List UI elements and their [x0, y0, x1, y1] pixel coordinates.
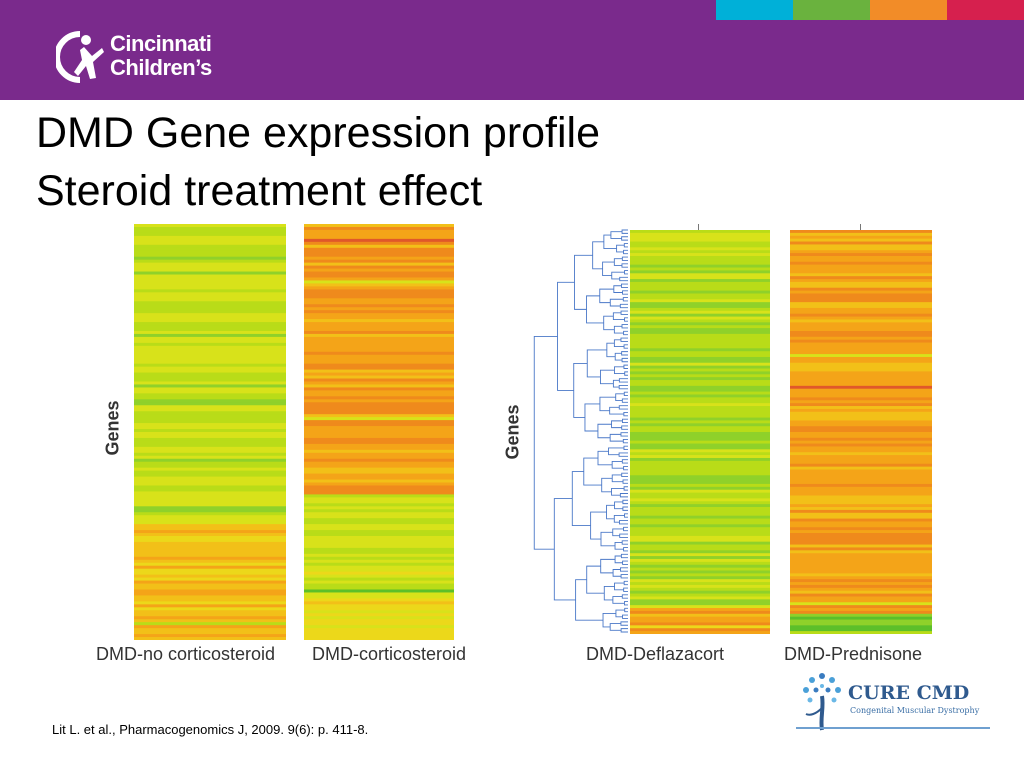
header-stripe-green: [793, 0, 870, 20]
tree-icon: [803, 673, 841, 731]
header-bar: [0, 0, 1024, 100]
cure-logo-rule: [796, 727, 990, 729]
slide-title-line2: Steroid treatment effect: [36, 167, 483, 215]
left-genes-axis-label: Genes: [102, 400, 123, 456]
heatmap-label-no-corticosteroid: DMD-no corticosteroid: [96, 644, 276, 664]
heatmap-label-corticosteroid: DMD-corticosteroid: [312, 644, 467, 664]
citation-text: Lit L. et al., Pharmacogenomics J, 2009.…: [52, 722, 369, 737]
running-child-icon: [56, 31, 104, 83]
right-genes-axis-label: Genes: [502, 404, 523, 460]
heatmap-prednisone: [790, 230, 932, 634]
cure-cmd-subtitle: Congenital Muscular Dystrophy: [850, 706, 980, 715]
heatmap-no-corticosteroid: [134, 224, 286, 640]
heatmap-label-deflazacort: DMD-Deflazacort: [586, 644, 725, 664]
column-tick: [698, 224, 699, 230]
logo-text-line2: Children’s: [110, 55, 212, 80]
header-stripe-blue: [716, 0, 793, 20]
slide-title-line1: DMD Gene expression profile: [36, 109, 601, 157]
logo-text-line1: Cincinnati: [110, 31, 212, 56]
column-tick: [860, 224, 861, 230]
heatmap-deflazacort: [630, 230, 770, 634]
dendrogram: [533, 229, 628, 633]
header-stripe-orange: [870, 0, 947, 20]
header-stripe-red: [947, 0, 1024, 20]
cure-cmd-name: CURE CMD: [848, 682, 970, 704]
heatmap-label-prednisone: DMD-Prednisone: [784, 644, 923, 664]
heatmap-corticosteroid: [304, 224, 454, 640]
